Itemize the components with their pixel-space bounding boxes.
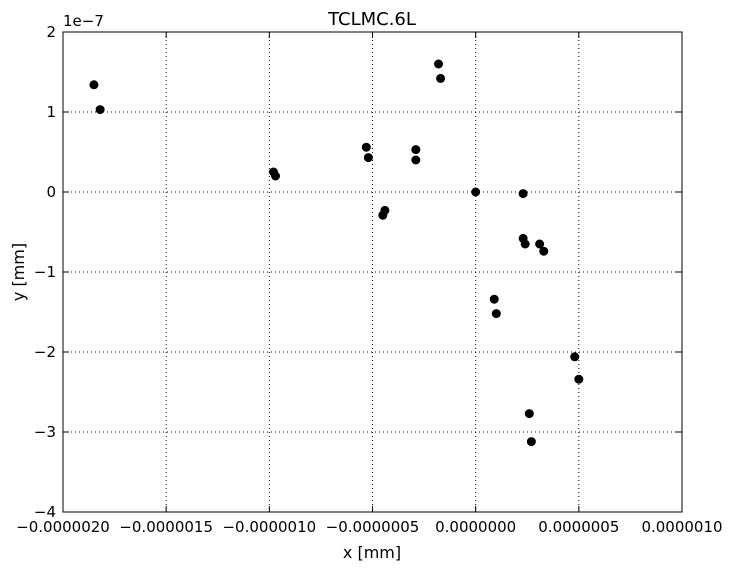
x-tick-label: −0.0000020	[16, 518, 110, 536]
y-offset-label: 1e−7	[63, 12, 104, 30]
data-point	[411, 145, 421, 155]
data-point	[518, 189, 528, 199]
x-tick-label: −0.0000010	[222, 518, 316, 536]
data-point	[491, 309, 501, 319]
x-tick-label: 0.0000010	[641, 518, 722, 536]
x-tick-label: −0.0000005	[326, 518, 420, 536]
y-tick-label: −2	[34, 343, 56, 361]
data-point	[436, 73, 446, 83]
chart-title: TCLMC.6L	[327, 9, 416, 30]
data-point	[434, 59, 444, 69]
y-axis-label: y [mm]	[9, 243, 28, 301]
data-point	[524, 409, 534, 419]
x-axis-label: x [mm]	[343, 543, 401, 562]
data-point	[471, 187, 481, 197]
data-points	[89, 59, 584, 447]
data-point	[570, 352, 580, 362]
data-point	[411, 155, 421, 165]
data-point	[535, 239, 545, 249]
y-tick-label: −1	[34, 263, 56, 281]
x-tick-label: −0.0000015	[119, 518, 213, 536]
data-point	[378, 210, 388, 220]
y-tick-label: −3	[34, 423, 56, 441]
y-tick-label: 1	[46, 103, 56, 121]
y-tick-label: −4	[34, 503, 56, 521]
data-point	[363, 153, 373, 163]
data-point	[489, 294, 499, 304]
y-tick-label: 2	[46, 23, 56, 41]
x-tick-label: 0.0000000	[435, 518, 516, 536]
data-point	[539, 246, 549, 256]
data-point	[271, 171, 281, 181]
data-point	[520, 239, 530, 249]
data-point	[526, 437, 536, 447]
data-point	[95, 105, 105, 115]
y-tick-label: 0	[46, 183, 56, 201]
data-point	[89, 80, 99, 90]
x-tick-label: 0.0000005	[538, 518, 619, 536]
data-point	[574, 374, 584, 384]
ticks: −0.0000020 −0.0000015 −0.0000010 −0.0000005…	[16, 23, 722, 536]
data-point	[361, 142, 371, 152]
